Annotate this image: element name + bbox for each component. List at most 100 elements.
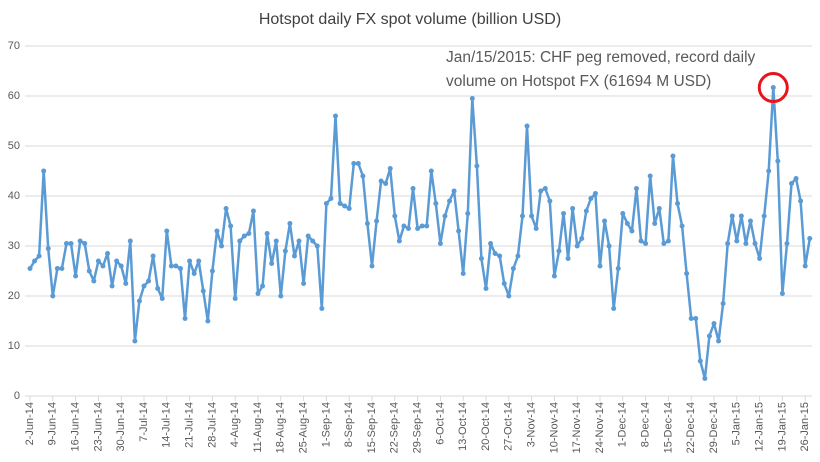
point	[305, 233, 311, 239]
point	[588, 196, 594, 201]
x-tick-label: 3-Nov-14	[526, 402, 538, 447]
point	[565, 256, 571, 261]
point	[524, 123, 530, 129]
point	[469, 96, 475, 101]
point	[807, 236, 813, 241]
point	[483, 286, 489, 291]
point	[54, 266, 60, 271]
point	[164, 228, 170, 234]
x-tick-label: 2-Jun-14	[24, 402, 36, 445]
point	[615, 266, 621, 271]
point	[132, 338, 138, 344]
line	[28, 86, 812, 380]
point	[260, 283, 266, 289]
point	[155, 286, 161, 291]
point	[209, 268, 215, 274]
point	[205, 318, 211, 324]
point	[465, 211, 471, 216]
point	[497, 253, 503, 259]
point	[401, 223, 407, 229]
point	[405, 226, 411, 231]
point	[141, 283, 147, 289]
point	[73, 273, 79, 279]
point	[182, 316, 188, 321]
chart-title: Hotspot daily FX spot volume (billion US…	[259, 11, 561, 28]
point	[314, 243, 320, 249]
point	[775, 158, 781, 164]
x-tick-label: 18-Aug-14	[275, 402, 287, 453]
point	[793, 176, 799, 181]
point	[460, 271, 466, 276]
point	[442, 213, 448, 219]
x-tick-label: 19-Jan-15	[776, 402, 788, 452]
point	[118, 263, 124, 269]
point	[702, 376, 708, 381]
x-tick-label: 6-Oct-14	[434, 402, 446, 445]
point	[606, 243, 612, 249]
x-tick-label: 13-Oct-14	[457, 402, 469, 451]
x-tick-label: 30-Jun-14	[115, 402, 127, 452]
point	[273, 238, 279, 244]
x-tick-label: 1-Dec-14	[617, 402, 629, 447]
point	[319, 306, 325, 311]
point	[360, 173, 366, 179]
x-tick-label: 26-Jan-15	[799, 402, 811, 452]
point	[223, 206, 229, 211]
point	[232, 296, 238, 301]
point	[41, 168, 47, 174]
x-tick-label: 29-Dec-14	[708, 402, 720, 453]
point	[447, 198, 453, 204]
x-tick-label: 5-Jan-15	[731, 402, 743, 445]
point	[187, 258, 193, 264]
point	[579, 236, 585, 241]
point	[510, 266, 516, 271]
point	[36, 253, 42, 259]
point	[515, 253, 521, 259]
point	[761, 213, 767, 219]
point	[378, 178, 384, 184]
point	[633, 186, 639, 191]
x-tick-label: 9-Jun-14	[47, 402, 59, 445]
point	[720, 301, 726, 306]
point	[59, 266, 65, 271]
point	[556, 248, 562, 254]
point	[287, 221, 293, 226]
point	[697, 358, 703, 364]
point	[310, 238, 316, 244]
point	[770, 85, 776, 91]
point	[638, 238, 644, 244]
point	[456, 228, 462, 234]
point	[779, 291, 785, 296]
y-tick-label: 60	[8, 90, 20, 102]
x-tick-label: 23-Jun-14	[92, 402, 104, 452]
point	[789, 181, 795, 186]
point	[127, 238, 133, 244]
point	[301, 281, 307, 286]
point	[433, 201, 439, 206]
point	[63, 241, 69, 246]
point	[711, 321, 717, 326]
point	[519, 213, 525, 219]
y-tick-label: 0	[14, 390, 20, 402]
point	[561, 211, 567, 216]
point	[392, 213, 398, 219]
x-tick-label: 25-Aug-14	[298, 402, 310, 453]
point	[656, 206, 662, 211]
x-tick-label: 24-Nov-14	[594, 402, 606, 453]
x-tick-label: 29-Sep-14	[412, 402, 424, 453]
x-tick-label: 8-Sep-14	[343, 402, 355, 447]
point	[661, 241, 667, 246]
x-tick-label: 20-Oct-14	[480, 402, 492, 451]
point	[173, 263, 179, 269]
point	[798, 198, 804, 204]
point	[488, 241, 494, 246]
point	[82, 241, 88, 246]
point	[86, 268, 92, 274]
x-tick-label: 15-Dec-14	[662, 402, 674, 453]
point	[574, 243, 580, 249]
point	[747, 218, 753, 224]
point	[250, 208, 256, 214]
x-tick-label: 22-Dec-14	[685, 402, 697, 453]
point	[620, 211, 626, 216]
